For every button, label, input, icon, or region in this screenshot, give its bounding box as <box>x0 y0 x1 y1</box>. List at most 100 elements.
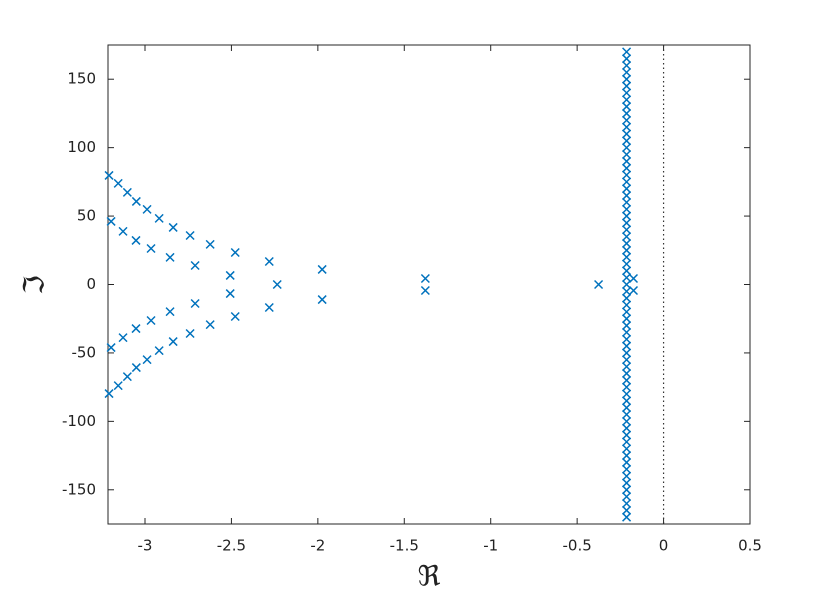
data-point <box>622 512 632 522</box>
data-point <box>622 498 632 509</box>
x-tick-label: 0.5 <box>738 537 762 555</box>
data-point <box>622 423 632 433</box>
data-point <box>622 389 632 399</box>
x-tick-label: -1 <box>483 537 498 555</box>
data-point <box>142 204 152 214</box>
data-point <box>622 355 632 365</box>
data-point <box>131 363 141 373</box>
data-point <box>113 178 123 188</box>
data-point <box>622 54 632 64</box>
x-tick-label: 0 <box>659 537 669 555</box>
data-point <box>622 416 632 426</box>
data-point <box>622 129 632 139</box>
data-point <box>622 184 632 194</box>
data-point <box>168 222 178 232</box>
data-point <box>622 252 632 262</box>
data-point <box>165 307 175 317</box>
y-tick-label: 0 <box>86 275 96 293</box>
data-point <box>622 334 632 344</box>
x-tick-label: -1.5 <box>390 537 419 555</box>
data-point <box>264 302 274 313</box>
data-point <box>622 245 632 255</box>
data-point <box>622 108 632 118</box>
data-point <box>622 204 632 214</box>
data-point <box>622 341 632 351</box>
data-point <box>622 102 632 112</box>
data-point <box>622 300 632 310</box>
data-point <box>622 74 632 84</box>
data-point <box>622 95 632 105</box>
data-point <box>185 230 195 241</box>
data-point <box>146 243 156 254</box>
data-point <box>622 437 632 447</box>
data-point <box>622 457 632 467</box>
data-point <box>420 285 430 296</box>
data-point <box>131 196 141 206</box>
data-point <box>622 115 632 125</box>
data-point <box>113 381 123 391</box>
data-point <box>230 247 240 258</box>
data-point <box>622 232 632 242</box>
data-point <box>317 264 327 274</box>
data-point <box>225 289 235 299</box>
y-tick-label: -100 <box>62 412 96 430</box>
data-point <box>205 320 215 330</box>
data-point <box>190 298 200 309</box>
data-point <box>106 216 116 226</box>
y-tick-label: 100 <box>67 138 96 156</box>
data-point <box>622 163 632 173</box>
data-point <box>122 187 132 197</box>
x-tick-label: -0.5 <box>562 537 591 555</box>
data-point <box>264 256 274 267</box>
data-point <box>622 225 632 235</box>
data-point <box>622 286 632 296</box>
data-point <box>165 252 175 262</box>
data-point <box>205 239 215 249</box>
y-tick-label: 50 <box>77 207 96 225</box>
data-point <box>622 368 632 378</box>
data-point <box>622 136 632 146</box>
data-point <box>622 47 632 57</box>
data-point <box>622 149 632 160</box>
data-point <box>622 122 632 132</box>
data-point <box>317 295 327 305</box>
data-point <box>190 260 200 271</box>
data-point <box>622 505 632 515</box>
data-point <box>272 279 282 290</box>
data-point <box>122 372 132 382</box>
data-point <box>622 307 632 317</box>
data-point <box>622 409 632 420</box>
data-point <box>622 273 632 283</box>
data-point <box>622 60 632 71</box>
data-point <box>622 485 632 495</box>
data-point <box>622 327 632 337</box>
y-axis-label: ℑ <box>18 275 51 295</box>
y-tick-label: -50 <box>72 343 97 361</box>
data-point <box>622 348 632 358</box>
data-point <box>622 143 632 153</box>
data-point <box>622 430 632 440</box>
data-point <box>118 333 128 343</box>
data-point <box>420 273 430 284</box>
y-tick-label: 150 <box>67 70 96 88</box>
data-point <box>594 279 604 290</box>
data-point <box>118 226 128 236</box>
data-point <box>622 177 632 187</box>
data-point <box>622 403 632 413</box>
data-point <box>622 321 632 331</box>
data-point <box>104 389 114 399</box>
data-point <box>622 191 632 201</box>
data-point <box>131 324 141 334</box>
data-point <box>622 259 632 269</box>
data-point <box>622 396 632 406</box>
x-tick-label: -2.5 <box>217 537 246 555</box>
data-point <box>622 238 632 248</box>
data-point <box>622 218 632 228</box>
data-point <box>142 355 152 365</box>
data-point <box>622 88 632 98</box>
data-point <box>622 492 632 502</box>
x-tick-label: -3 <box>138 537 153 555</box>
data-point <box>622 478 632 488</box>
data-point <box>225 270 235 280</box>
